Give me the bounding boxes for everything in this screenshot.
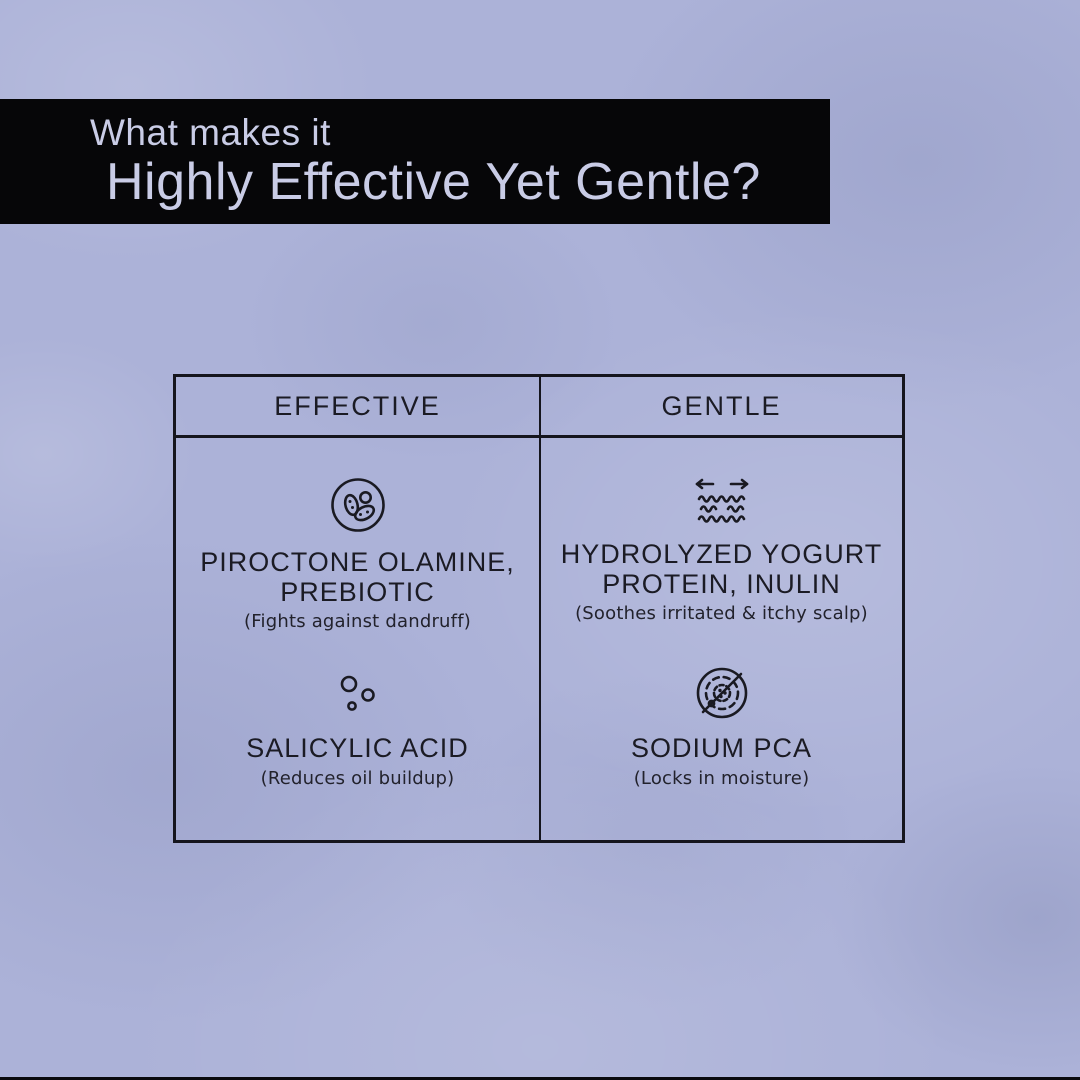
ingredient-subtitle: (Reduces oil buildup): [260, 767, 455, 789]
column-header-gentle: GENTLE: [539, 377, 902, 438]
ingredient-subtitle: (Soothes irritated & itchy scalp): [575, 603, 868, 625]
bottom-edge-strip: [0, 1077, 1080, 1080]
headline-banner: What makes it Highly Effective Yet Gentl…: [0, 99, 830, 224]
ingredient-title: SALICYLIC ACID: [246, 733, 469, 764]
microbiome-icon: [329, 476, 387, 539]
ingredient-title: PIROCTONE OLAMINE, PREBIOTIC: [200, 547, 515, 608]
headline-line-1: What makes it: [90, 111, 331, 153]
moisture-lock-icon: [695, 666, 749, 725]
ingredient-block-yogurt: HYDROLYZED YOGURT PROTEIN, INULIN (Sooth…: [561, 476, 883, 624]
column-header-effective: EFFECTIVE: [176, 377, 539, 438]
ingredient-title: SODIUM PCA: [630, 733, 813, 764]
ingredient-title: HYDROLYZED YOGURT PROTEIN, INULIN: [560, 539, 883, 600]
column-gentle: HYDROLYZED YOGURT PROTEIN, INULIN (Sooth…: [539, 438, 902, 840]
ingredient-subtitle: (Fights against dandruff): [244, 611, 471, 633]
comparison-table: EFFECTIVE GENTLE PIROCTON: [173, 374, 905, 843]
ingredient-subtitle: (Locks in moisture): [633, 767, 810, 789]
ingredient-block-sodium-pca: SODIUM PCA (Locks in moisture): [630, 666, 813, 789]
soothing-waves-icon: [689, 476, 755, 531]
headline-line-2: Highly Effective Yet Gentle?: [106, 153, 761, 212]
ingredient-block-piroctone: PIROCTONE OLAMINE, PREBIOTIC (Fights aga…: [200, 476, 515, 632]
oil-bubbles-icon: [333, 674, 381, 725]
ingredient-block-salicylic: SALICYLIC ACID (Reduces oil buildup): [246, 674, 469, 789]
column-effective: PIROCTONE OLAMINE, PREBIOTIC (Fights aga…: [176, 438, 539, 840]
